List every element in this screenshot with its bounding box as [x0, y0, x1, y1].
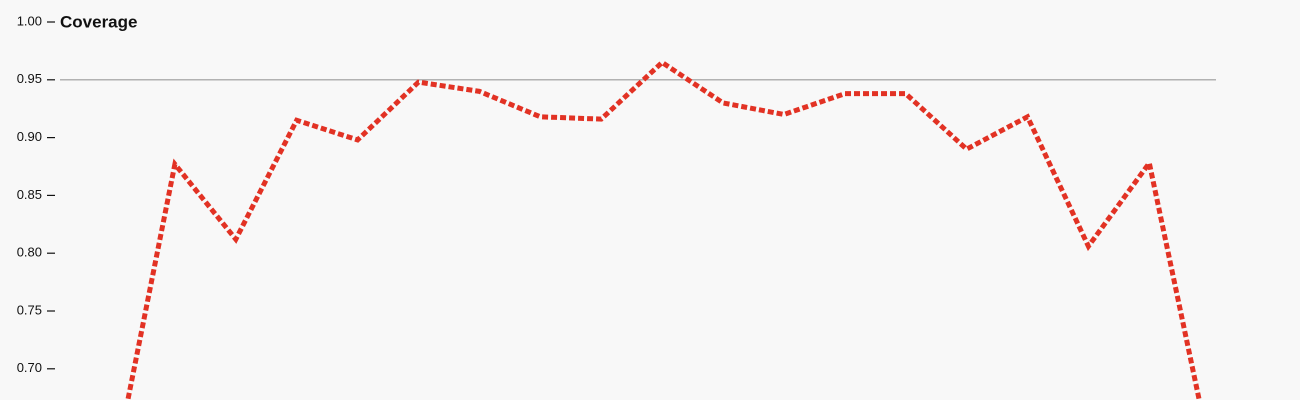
chart-title: Coverage [60, 12, 137, 31]
y-tick-label: 0.90 [17, 129, 42, 144]
data-line [125, 59, 1202, 400]
y-tick-label: 0.75 [17, 302, 42, 317]
y-tick-label: 0.85 [17, 187, 42, 202]
y-tick-label: 0.70 [17, 360, 42, 375]
y-tick-label: 0.80 [17, 245, 42, 260]
y-tick-label: 0.95 [17, 71, 42, 86]
y-tick-label: 1.00 [17, 13, 42, 28]
